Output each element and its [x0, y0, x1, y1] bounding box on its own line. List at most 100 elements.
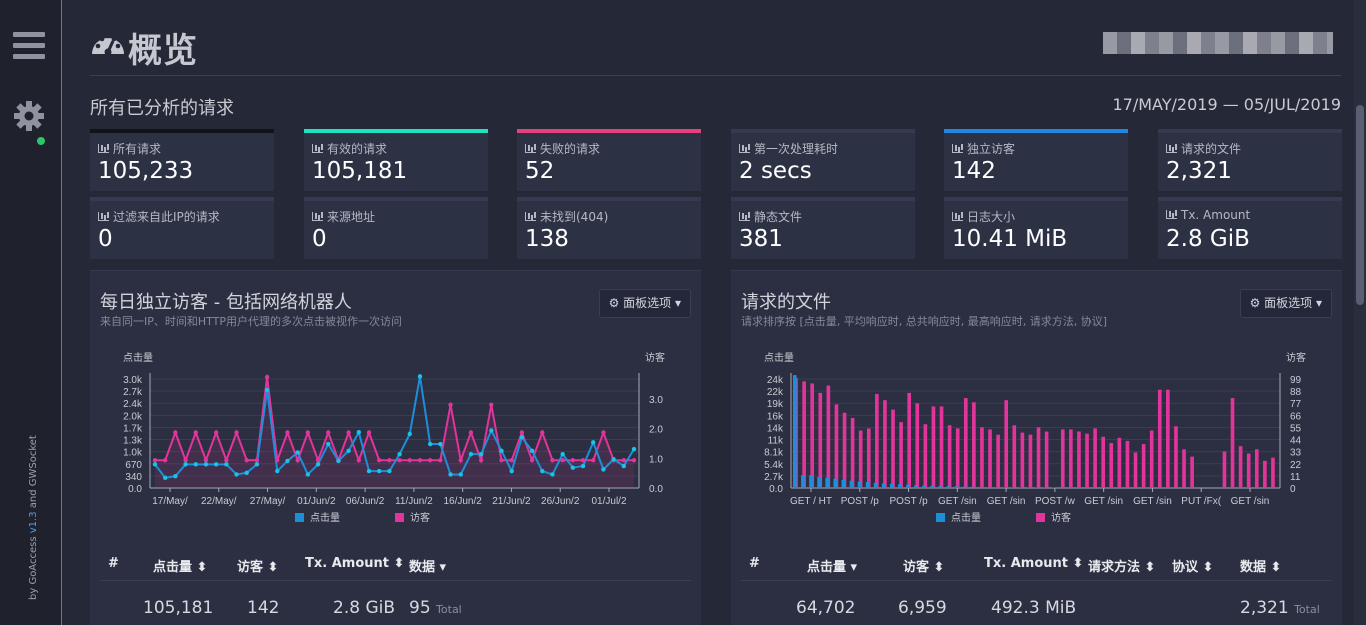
legend-swatch: [1036, 513, 1045, 522]
page-scrollbar[interactable]: [1354, 0, 1366, 625]
bar-visitors: [883, 400, 887, 488]
point-visitors: [621, 458, 627, 463]
point-hits: [213, 462, 219, 467]
bar-visitors: [1077, 431, 1081, 488]
point-hits: [244, 470, 249, 475]
bar-visitors: [1117, 437, 1122, 488]
card-label: 独立访客: [952, 140, 1015, 157]
col-data-sort[interactable]: 数据 ⬍: [1240, 560, 1282, 575]
card-label: 未找到(404): [525, 208, 608, 225]
bar-visitors: [963, 398, 968, 488]
bar-hits: [857, 481, 862, 488]
bar-visitors: [1254, 449, 1259, 488]
point-visitors: [315, 458, 321, 463]
bar-visitors: [826, 385, 831, 488]
point-hits: [529, 448, 535, 453]
bar-visitors: [1246, 453, 1251, 488]
panel-options-button[interactable]: ⚙ 面板选项 ▾: [598, 289, 691, 318]
summary-card: 来源地址 0: [304, 197, 488, 259]
bar-visitors: [1230, 398, 1235, 488]
point-hits: [448, 472, 453, 477]
card-label: 来源地址: [312, 208, 375, 225]
col-data-sort[interactable]: 数据 ▾: [409, 560, 447, 575]
bar-visitors: [931, 406, 936, 488]
x-tick-label: GET /sin: [1133, 496, 1172, 507]
x-tick-label: 11/Jun/2: [395, 496, 433, 507]
point-visitors: [427, 458, 433, 463]
card-value: 2.8 GiB: [1166, 226, 1250, 252]
point-visitors: [234, 430, 239, 435]
bar-visitors: [1263, 460, 1267, 488]
bar-hits: [1035, 487, 1040, 488]
x-tick-label: GET / HT: [790, 496, 832, 507]
point-hits: [458, 472, 463, 477]
legend-swatch: [395, 513, 404, 522]
total-tx: 2.8 GiB: [333, 598, 395, 618]
point-visitors: [550, 458, 555, 463]
point-hits: [509, 468, 514, 474]
main-content: 概览 所有已分析的请求 17/MAY/2019 — 05/JUL/2019 所有…: [90, 0, 1342, 625]
point-hits: [254, 462, 260, 467]
card-value: 0: [312, 226, 327, 252]
hamburger-menu-icon[interactable]: [13, 32, 45, 60]
point-hits: [152, 462, 158, 467]
y2-tick-label: 33: [1290, 448, 1302, 459]
summary-card: 未找到(404) 138: [517, 197, 701, 259]
card-value: 105,233: [98, 158, 194, 184]
bar-visitors: [1133, 452, 1138, 488]
col-visitors-sort[interactable]: 访客 ⬍: [903, 560, 945, 575]
gwsocket-link[interactable]: GWSocket: [28, 435, 39, 487]
card-label: 所有请求: [98, 140, 161, 157]
legend-label: 点击量: [951, 512, 981, 524]
total-hits: 105,181: [143, 598, 214, 618]
y-axis-label: 点击量: [123, 352, 153, 364]
y-tick-label: 2.0k: [123, 411, 143, 422]
bar-chart-icon: [98, 212, 109, 221]
col-method-sort[interactable]: 请求方法 ⬍: [1088, 560, 1156, 575]
bar-visitors: [915, 403, 920, 488]
y2-axis-label: 访客: [1286, 351, 1306, 364]
bar-chart-icon: [1166, 144, 1177, 153]
scrollbar-thumb[interactable]: [1356, 105, 1364, 305]
bar-visitors: [875, 393, 879, 488]
y-axis-label: 点击量: [764, 352, 794, 364]
bar-hits: [962, 486, 967, 488]
y-tick-label: 11k: [768, 436, 784, 447]
x-tick-label: GET /sin: [987, 496, 1026, 507]
col-hits-sort[interactable]: 点击量 ▾: [807, 560, 858, 575]
point-hits: [183, 462, 188, 467]
bar-visitors: [810, 383, 815, 488]
bar-chart-icon: [739, 212, 750, 221]
point-visitors: [162, 458, 168, 463]
col-hits-sort[interactable]: 点击量 ⬍: [153, 560, 208, 575]
bar-visitors: [1069, 429, 1073, 488]
y-tick-label: 8.1k: [764, 448, 784, 459]
gear-icon[interactable]: [13, 100, 45, 132]
y-tick-label: 2.7k: [123, 387, 143, 398]
point-visitors: [356, 458, 362, 463]
col-protocol-sort[interactable]: 协议 ⬍: [1172, 560, 1214, 575]
bar-hits: [1003, 487, 1007, 488]
point-visitors: [366, 430, 372, 435]
panel-options-button[interactable]: ⚙ 面板选项 ▾: [1239, 289, 1332, 318]
point-hits: [427, 441, 433, 447]
point-hits: [550, 472, 555, 477]
point-visitors: [183, 458, 188, 463]
bar-hits: [978, 486, 983, 488]
point-visitors: [478, 458, 484, 463]
bar-visitors: [1190, 456, 1194, 488]
goaccess-version-link[interactable]: v1.3: [28, 511, 39, 534]
col-visitors-sort[interactable]: 访客 ⬍: [237, 560, 279, 575]
point-hits: [356, 429, 362, 435]
point-hits: [611, 457, 616, 462]
col-tx-sort[interactable]: Tx. Amount ⬍: [305, 556, 405, 571]
bar-visitors: [1044, 431, 1049, 488]
y2-tick-label: 0.0: [649, 484, 663, 495]
point-visitors: [326, 430, 331, 435]
bar-visitors: [1149, 430, 1154, 488]
bar-visitors: [1125, 440, 1130, 488]
point-hits: [336, 458, 341, 464]
card-label: 静态文件: [739, 208, 802, 225]
point-visitors: [601, 430, 606, 435]
col-tx-sort[interactable]: Tx. Amount ⬍: [984, 556, 1084, 571]
